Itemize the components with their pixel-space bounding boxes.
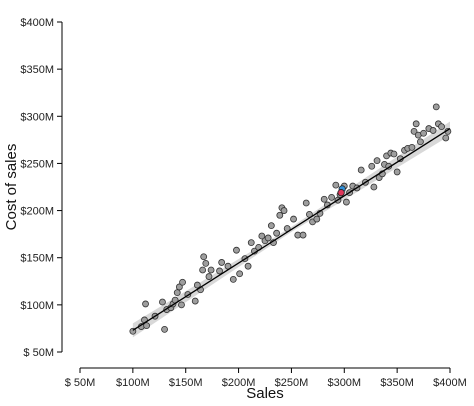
data-point [408,143,416,151]
data-point [229,275,237,283]
y-axis-title: Cost of sales [3,144,20,231]
x-tick-label: $ 50M [65,377,96,389]
data-point [429,127,437,134]
x-tick-label: $100M [116,377,150,389]
data-point [328,193,336,201]
data-point [302,199,310,207]
x-tick-label: $250M [275,377,309,389]
data-point [370,183,378,191]
data-point [202,259,210,267]
x-tick-label: $400M [433,377,467,389]
data-point [438,123,445,131]
data-point [368,162,376,170]
data-point [273,229,281,237]
data-point [320,195,328,203]
points-group [129,103,452,335]
data-point [244,262,252,270]
data-point [236,270,244,278]
data-point [161,325,168,333]
data-point [416,138,424,146]
y-tick-label: $300M [20,111,54,123]
highlight-points-group [337,185,346,197]
y-tick-label: $ 50M [23,347,54,359]
data-point [143,322,151,330]
data-point [175,283,183,291]
y-tick-label: $250M [20,158,54,170]
data-point [390,150,398,158]
data-point [357,166,365,174]
y-ticks-group: $ 50M $100M $150M $200M $250M $300M $350M $400M [20,17,62,359]
data-point [173,289,181,297]
x-tick-label: $150M [169,377,203,389]
data-point [276,211,284,219]
data-point [299,231,307,239]
data-point [178,301,185,309]
trend-line [132,127,451,331]
y-tick-label: $400M [20,17,54,29]
data-point [199,266,207,274]
data-point [267,222,275,230]
data-point [179,278,186,286]
trend-line-group [132,127,451,331]
y-tick-label: $150M [20,253,54,265]
y-tick-label: $200M [20,206,54,218]
data-point [218,259,226,266]
data-point [280,207,288,214]
data-point [233,246,240,254]
data-point [159,298,166,306]
data-point [442,134,450,142]
data-point [393,168,401,176]
data-point [258,232,266,240]
x-tick-label: $300M [327,377,361,389]
highlighted-point [337,189,345,197]
data-point [410,127,418,135]
data-point [247,239,255,247]
data-point [373,157,381,165]
y-tick-label: $350M [20,64,54,76]
data-point [200,253,208,261]
data-point [290,215,297,223]
data-point [191,297,199,305]
data-point [420,129,427,137]
data-point [207,266,215,274]
x-tick-label: $200M [222,377,256,389]
data-point [193,281,201,289]
data-point [264,234,272,242]
data-point [342,198,350,206]
x-tick-label: $350M [380,377,414,389]
data-point [332,181,340,189]
data-point [216,267,223,275]
y-tick-label: $100M [20,300,54,312]
data-point [313,215,321,223]
data-point [412,120,420,128]
data-point [205,273,213,280]
x-axis-title: Sales [246,385,284,402]
data-point [142,300,149,308]
data-point [432,103,440,111]
x-ticks-group: $ 50M $100M $150M $200M $250M $300M $350M $400M [65,368,467,389]
